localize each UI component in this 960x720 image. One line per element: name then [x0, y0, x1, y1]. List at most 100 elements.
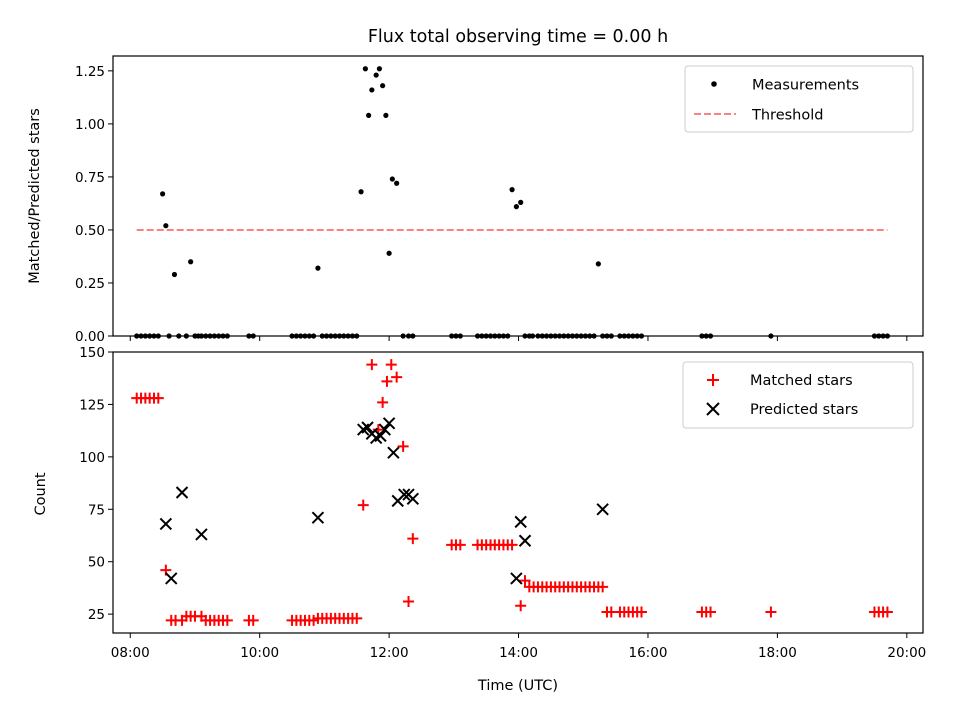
- top-legend-frame: [684, 65, 914, 133]
- y-tick-label: 25: [88, 607, 105, 623]
- matched-star-point: [366, 359, 378, 371]
- predicted-star-point: [195, 528, 208, 541]
- measurement-point: [362, 66, 368, 72]
- chart-title: Flux total observing time = 0.00 h: [368, 27, 668, 47]
- measurement-point: [315, 265, 321, 271]
- predicted-star-point: [311, 511, 325, 524]
- y-tick-label: 0.75: [75, 170, 105, 186]
- x-tick-label: 18:00: [758, 645, 797, 661]
- matched-star-point: [515, 600, 527, 612]
- measurement-point: [163, 223, 169, 229]
- matched-star-point: [391, 371, 403, 383]
- matched-star-point: [247, 614, 259, 626]
- bottom-legend: Matched stars Predicted stars: [682, 361, 914, 429]
- matched-star-point: [506, 539, 518, 551]
- matched-star-point: [765, 606, 777, 618]
- matched-star-point: [397, 440, 409, 452]
- bottom-x-axis: 08:00 10:00 12:00 14:00 16:00 18:00 20:00: [111, 633, 926, 661]
- top-panel: Flux total observing time = 0.00 h 0.00 0…: [27, 27, 924, 345]
- x-tick-label: 08:00: [111, 645, 150, 661]
- bottom-x-axis-label: Time (UTC): [477, 678, 558, 694]
- matched-star-point: [881, 606, 893, 618]
- measurement-point: [376, 66, 383, 72]
- measurement-point: [389, 176, 395, 182]
- bottom-legend-frame: [682, 361, 914, 429]
- predicted-star-point: [175, 486, 189, 499]
- legend-threshold-label: Threshold: [751, 108, 823, 124]
- x-tick-label: 16:00: [629, 645, 668, 661]
- top-x-axis: [129, 336, 908, 341]
- predicted-star-point: [510, 572, 523, 585]
- legend-matched-label: Matched stars: [750, 373, 853, 389]
- matched-star-point: [454, 539, 466, 551]
- matched-star-point: [635, 606, 647, 618]
- matched-star-point: [377, 396, 389, 408]
- x-tick-label: 20:00: [887, 645, 926, 661]
- y-tick-label: 150: [79, 345, 105, 361]
- bottom-y-axis: 25 50 75 100 125 150: [79, 345, 113, 623]
- matched-star-point: [381, 375, 393, 387]
- y-tick-label: 75: [88, 502, 105, 518]
- matched-star-point: [705, 606, 717, 618]
- y-tick-label: 1.00: [75, 117, 105, 133]
- matched-star-point: [351, 612, 363, 624]
- y-tick-label: 1.25: [75, 64, 105, 80]
- measurement-point: [171, 271, 178, 278]
- bottom-panel: 25 50 75 100 125 150 08:00 10:00 12:00 14:00 16:0…: [33, 345, 926, 694]
- predicted-star-point: [378, 423, 392, 436]
- x-tick-label: 12:00: [370, 645, 409, 661]
- measurement-point: [386, 250, 392, 256]
- bottom-y-axis-label: Count: [33, 472, 49, 515]
- matched-star-point: [357, 499, 369, 511]
- matched-star-point: [597, 581, 609, 593]
- matched-star-point: [152, 392, 164, 404]
- measurement-point: [373, 72, 379, 78]
- top-y-axis: 0.00 0.25 0.50 0.75 1.00 1.25: [75, 64, 113, 345]
- measurement-point: [160, 191, 166, 197]
- top-axes-frame: [112, 55, 924, 337]
- y-tick-label: 0.50: [75, 223, 105, 239]
- legend-matched-marker: [707, 374, 719, 386]
- legend-measurements-label: Measurements: [752, 78, 859, 94]
- top-legend: Measurements Threshold: [684, 65, 914, 133]
- y-tick-label: 0.00: [75, 329, 105, 345]
- y-tick-label: 100: [79, 450, 105, 466]
- legend-predicted-marker: [706, 402, 720, 416]
- bottom-plot-area: [131, 359, 893, 626]
- measurement-point: [518, 199, 524, 205]
- measurement-point: [358, 189, 364, 195]
- measurement-point: [380, 83, 386, 89]
- legend-measurements-marker: [711, 81, 717, 87]
- x-tick-label: 14:00: [499, 645, 538, 661]
- predicted-star-point: [518, 534, 532, 547]
- measurement-point: [369, 87, 375, 93]
- matched-star-point: [407, 533, 419, 545]
- matched-star-point: [385, 359, 397, 371]
- bottom-axes-frame: [112, 351, 924, 634]
- measurement-point: [383, 112, 389, 118]
- predicted-star-point: [514, 515, 527, 529]
- measurement-point: [513, 204, 519, 210]
- top-y-axis-label: Matched/Predicted stars: [27, 108, 43, 284]
- predicted-star-point: [159, 517, 173, 531]
- legend-predicted-label: Predicted stars: [750, 402, 858, 418]
- measurement-point: [509, 187, 515, 193]
- predicted-star-point: [387, 446, 400, 459]
- predicted-star-point: [374, 429, 387, 443]
- measurement-point: [188, 259, 194, 265]
- predicted-star-point: [596, 503, 609, 516]
- y-tick-label: 50: [88, 555, 105, 571]
- matched-star-point: [221, 614, 233, 626]
- predicted-star-point: [406, 492, 420, 505]
- x-tick-label: 10:00: [240, 645, 279, 661]
- matched-star-point: [403, 596, 415, 608]
- predicted-star-point: [398, 488, 411, 501]
- y-tick-label: 125: [79, 397, 105, 413]
- measurement-point: [595, 261, 601, 267]
- measurement-point: [366, 112, 372, 118]
- measurement-point: [394, 180, 400, 186]
- predicted-star-point: [361, 421, 374, 434]
- predicted-star-point: [382, 417, 396, 430]
- matched-star-point: [519, 575, 531, 587]
